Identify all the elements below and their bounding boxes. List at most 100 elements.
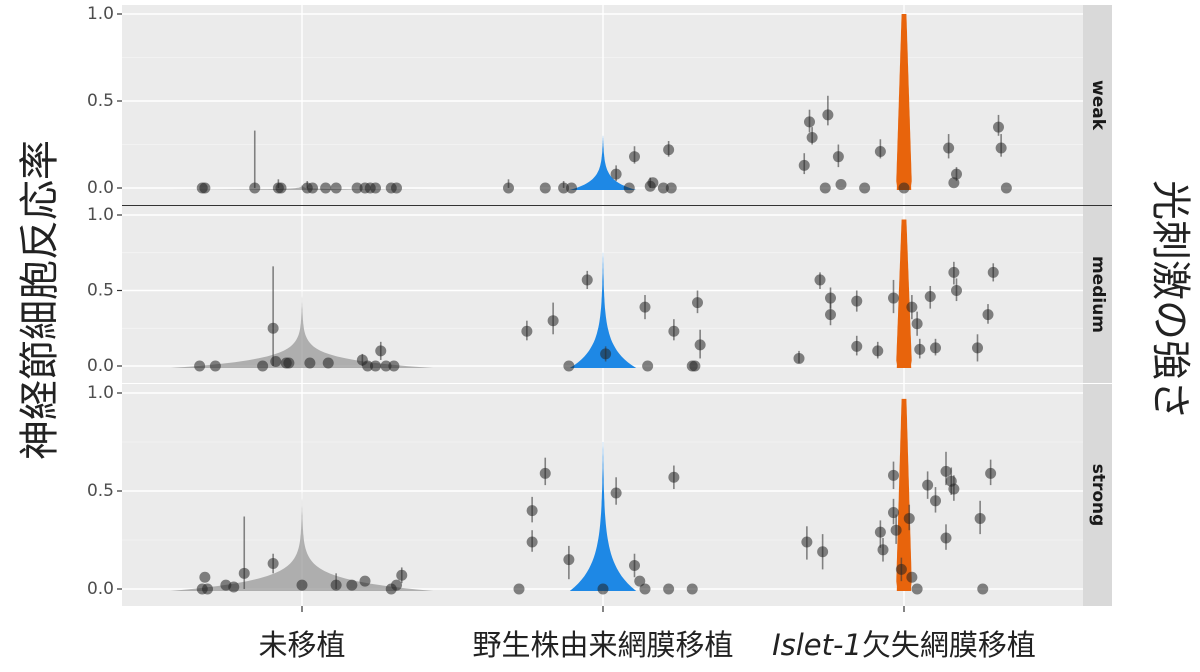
data-point bbox=[822, 109, 834, 121]
data-point bbox=[943, 142, 955, 154]
data-point bbox=[380, 360, 392, 372]
data-point bbox=[391, 579, 402, 591]
data-point bbox=[370, 360, 381, 372]
y-tick-label: 1.0 bbox=[87, 4, 114, 24]
data-point bbox=[228, 581, 240, 593]
y-tick-label: 0.0 bbox=[87, 356, 114, 376]
data-point bbox=[370, 182, 381, 194]
data-point bbox=[940, 532, 952, 544]
data-point bbox=[566, 182, 577, 194]
data-point bbox=[814, 274, 826, 286]
data-point bbox=[657, 182, 669, 194]
violin-3 bbox=[896, 14, 912, 190]
data-point bbox=[982, 309, 994, 321]
data-point bbox=[639, 301, 651, 313]
data-point bbox=[825, 292, 836, 304]
data-point bbox=[798, 159, 810, 171]
data-point bbox=[686, 583, 698, 595]
data-point bbox=[351, 182, 363, 194]
data-point bbox=[199, 571, 211, 583]
data-point bbox=[995, 142, 1007, 154]
data-point bbox=[563, 360, 575, 372]
data-point bbox=[322, 357, 334, 369]
data-point bbox=[563, 554, 575, 566]
data-point bbox=[275, 182, 287, 194]
data-point bbox=[199, 182, 211, 194]
data-point bbox=[930, 342, 941, 354]
data-point bbox=[985, 467, 997, 479]
violin-1 bbox=[170, 290, 434, 368]
data-point bbox=[539, 467, 551, 479]
data-point bbox=[694, 339, 706, 351]
violin-1 bbox=[170, 491, 434, 591]
strip-medium: medium bbox=[1083, 206, 1112, 383]
data-point bbox=[663, 583, 675, 595]
data-point bbox=[888, 469, 899, 481]
data-point bbox=[874, 145, 886, 157]
data-point bbox=[642, 360, 654, 372]
data-point bbox=[346, 579, 358, 591]
data-point bbox=[874, 526, 886, 538]
data-point bbox=[948, 483, 960, 495]
panel-weak bbox=[122, 5, 1083, 205]
data-point bbox=[819, 182, 831, 194]
data-point bbox=[903, 512, 915, 524]
data-point bbox=[283, 357, 295, 369]
x-category-label: 未移植 bbox=[258, 628, 345, 662]
violin-2 bbox=[569, 135, 637, 190]
data-point bbox=[396, 569, 408, 581]
data-point bbox=[513, 583, 525, 595]
data-point bbox=[914, 343, 926, 355]
data-point bbox=[304, 357, 316, 369]
data-point bbox=[851, 295, 863, 307]
data-point bbox=[924, 291, 936, 303]
data-point bbox=[922, 479, 934, 491]
x-axis: 未移植 野生株由来網膜移植 Islet-1欠失網膜移植 bbox=[258, 606, 1036, 662]
data-point bbox=[359, 575, 371, 587]
y-tick-label: 0.0 bbox=[87, 178, 114, 198]
y-tick-label: 1.0 bbox=[87, 205, 114, 225]
data-point bbox=[330, 579, 342, 591]
data-point bbox=[930, 495, 941, 507]
data-point bbox=[503, 182, 514, 194]
violin-2 bbox=[569, 442, 637, 591]
data-point bbox=[362, 360, 374, 372]
strip-label: strong bbox=[1088, 464, 1108, 527]
data-point bbox=[859, 182, 871, 194]
data-point bbox=[877, 544, 889, 556]
data-point bbox=[692, 297, 703, 309]
strip-background bbox=[1083, 5, 1112, 205]
data-point bbox=[906, 301, 918, 313]
data-point bbox=[817, 546, 829, 558]
data-point bbox=[993, 121, 1004, 133]
y-tick-label: 0.0 bbox=[87, 579, 114, 599]
data-point bbox=[972, 342, 983, 354]
data-point bbox=[202, 583, 213, 595]
data-point bbox=[320, 182, 332, 194]
y-tick-label: 1.0 bbox=[87, 383, 114, 403]
data-point bbox=[977, 583, 989, 595]
x-category-label: 野生株由来網膜移植 bbox=[472, 628, 733, 662]
data-point bbox=[600, 348, 612, 360]
strip-label: medium bbox=[1088, 256, 1108, 333]
data-point bbox=[267, 322, 279, 334]
data-point bbox=[539, 182, 551, 194]
strip-strong: strong bbox=[1083, 384, 1112, 606]
panel-medium bbox=[122, 206, 1083, 383]
data-point bbox=[689, 360, 701, 372]
data-point bbox=[558, 182, 570, 194]
data-point bbox=[634, 575, 646, 587]
right-axis-label: 光刺激の強さ bbox=[1147, 180, 1193, 420]
data-point bbox=[888, 507, 899, 519]
y-axis-label: 神経節細胞反応率 bbox=[17, 140, 63, 460]
data-point bbox=[911, 318, 923, 330]
strip-background bbox=[1083, 206, 1112, 383]
data-point bbox=[330, 182, 342, 194]
data-point bbox=[521, 325, 533, 337]
data-point bbox=[940, 465, 952, 477]
data-point bbox=[825, 309, 836, 321]
data-point bbox=[948, 266, 960, 278]
y-axis-ticks: 0.0 0.5 1.0 0.0 0.5 1.0 0.0 0.5 1.0 bbox=[87, 4, 122, 599]
data-point bbox=[974, 512, 986, 524]
